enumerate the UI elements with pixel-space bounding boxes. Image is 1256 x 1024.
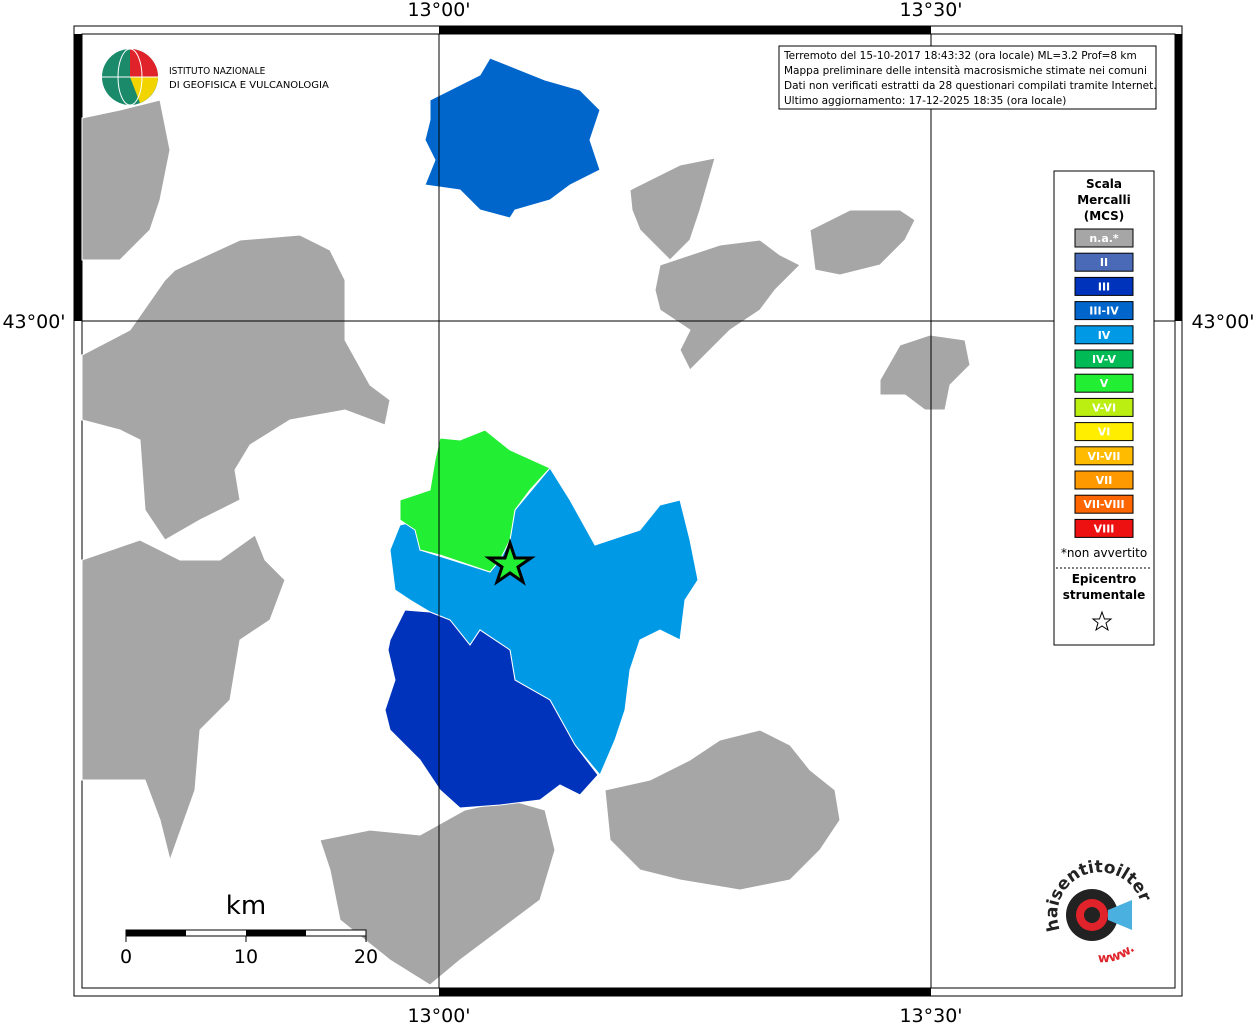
legend-label: V-VI	[1092, 401, 1116, 414]
frame-bar	[439, 988, 931, 996]
info-line: Terremoto del 15-10-2017 18:43:32 (ora l…	[783, 50, 1137, 62]
scale-unit: km	[226, 891, 266, 921]
legend-label: III	[1098, 280, 1110, 293]
lon-label: 13°00'	[407, 1005, 470, 1024]
scale-bar: km 0 10 20	[120, 891, 378, 968]
scale-label: 0	[120, 946, 132, 968]
legend-swatch	[1074, 518, 1134, 538]
legend-swatch	[1074, 301, 1134, 321]
frame-bar	[1175, 34, 1182, 321]
legend-swatch	[1074, 276, 1134, 296]
lon-label: 13°30'	[899, 0, 962, 21]
info-text: Terremoto del 15-10-2017 18:43:32 (ora l…	[783, 50, 1157, 107]
lon-label: 13°30'	[899, 1005, 962, 1024]
legend-title: (MCS)	[1084, 209, 1125, 223]
legend-swatch	[1074, 252, 1134, 272]
legend-label: VII	[1096, 474, 1113, 487]
info-line: Mappa preliminare delle intensità macros…	[784, 65, 1147, 77]
legend-star	[1091, 610, 1113, 632]
epicentre	[484, 538, 536, 586]
legend-label: n.a.*	[1089, 232, 1119, 245]
region	[81, 234, 391, 541]
legend-epicentre: Epicentro	[1072, 572, 1137, 586]
legend-label: VIII	[1094, 522, 1115, 535]
info-line: Ultimo aggiornamento: 17-12-2025 18:35 (…	[784, 95, 1066, 107]
region	[81, 534, 286, 862]
badge-circle	[1084, 907, 1100, 923]
legend-label: VI	[1098, 426, 1111, 439]
ingv-logo: ISTITUTO NAZIONALE DI GEOFISICA E VULCAN…	[102, 48, 329, 106]
legend-label: VI-VII	[1087, 450, 1120, 463]
legend-swatch	[1074, 422, 1134, 442]
region	[654, 239, 801, 371]
legend-swatch	[1074, 228, 1134, 248]
region	[809, 209, 916, 276]
region	[629, 157, 716, 261]
info-box	[778, 45, 1157, 110]
legend-swatch	[1074, 470, 1134, 490]
lon-label: 13°00'	[407, 0, 470, 21]
regions	[81, 57, 971, 986]
legend-label: IV-V	[1092, 353, 1117, 366]
legend-label: VII-VIII	[1083, 498, 1124, 511]
region	[384, 609, 599, 809]
frame-bar	[74, 34, 82, 321]
scale-label: 10	[234, 946, 258, 968]
region	[604, 729, 841, 891]
logo-segment	[130, 49, 158, 77]
legend-title: Scala	[1086, 177, 1122, 191]
frame-bar	[439, 26, 931, 34]
lat-label: 43°00'	[2, 311, 65, 333]
legend-swatch	[1074, 397, 1134, 417]
legend-label: IV	[1098, 329, 1111, 342]
legend-swatch	[1074, 349, 1134, 369]
legend-label: V	[1100, 377, 1109, 390]
scale-segment	[126, 930, 186, 936]
legend-content: ScalaMercalli(MCS)n.a.*IIIIIIII-IVIVIV-V…	[1056, 177, 1152, 632]
region	[424, 57, 601, 219]
legend-title: Mercalli	[1077, 193, 1131, 207]
legend-swatch	[1074, 494, 1134, 514]
logo-segment	[130, 77, 158, 103]
legend-epicentre: strumentale	[1063, 588, 1146, 602]
region	[81, 99, 171, 261]
badge-speaker	[1108, 900, 1132, 930]
legend-swatch	[1074, 373, 1134, 393]
legend-swatch	[1074, 325, 1134, 345]
legend-swatch	[1074, 446, 1134, 466]
institute-name: ISTITUTO NAZIONALE	[169, 66, 266, 77]
scale-label: 20	[354, 946, 378, 968]
region	[879, 334, 971, 411]
legend-label: III-IV	[1089, 305, 1119, 318]
info-line: Dati non verificati estratti da 28 quest…	[784, 80, 1157, 92]
institute-name: DI GEOFISICA E VULCANOLOGIA	[169, 80, 329, 91]
legend-note: *non avvertito	[1061, 546, 1147, 560]
scale-segment	[246, 930, 306, 936]
lat-label: 43°00'	[1191, 311, 1254, 333]
legend-label: II	[1100, 256, 1108, 269]
